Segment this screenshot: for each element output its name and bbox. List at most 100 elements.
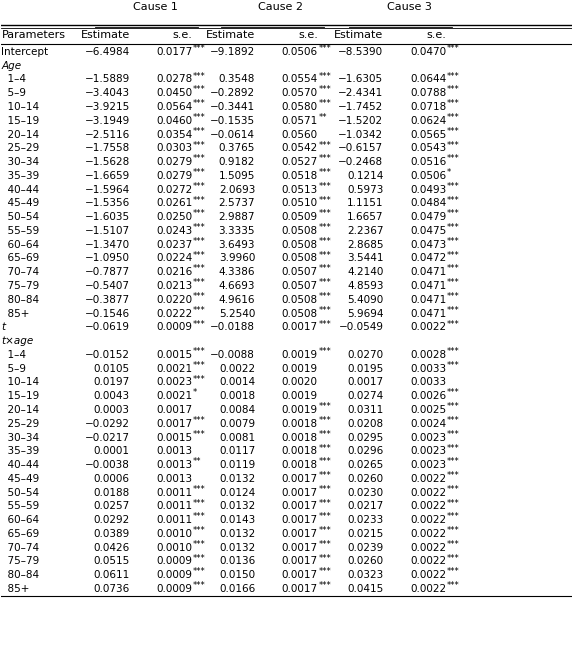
Text: ***: *** [447, 416, 460, 425]
Text: ***: *** [193, 416, 206, 425]
Text: 0.0009: 0.0009 [156, 322, 193, 332]
Text: 0.0166: 0.0166 [219, 584, 255, 594]
Text: ***: *** [193, 567, 206, 577]
Text: 0.0124: 0.0124 [219, 488, 255, 498]
Text: 1–4: 1–4 [1, 350, 26, 360]
Text: 80–84: 80–84 [1, 570, 40, 580]
Text: 0.0105: 0.0105 [93, 364, 129, 374]
Text: 0.0471: 0.0471 [410, 295, 446, 305]
Text: 0.0243: 0.0243 [156, 226, 193, 236]
Text: ***: *** [193, 250, 206, 260]
Text: 0.0017: 0.0017 [282, 488, 318, 498]
Text: 45–49: 45–49 [1, 474, 40, 484]
Text: 0.0239: 0.0239 [347, 543, 383, 553]
Text: 0.0484: 0.0484 [410, 198, 446, 208]
Text: 2.5737: 2.5737 [219, 198, 255, 208]
Text: 0.0475: 0.0475 [410, 226, 446, 236]
Text: 40–44: 40–44 [1, 184, 40, 194]
Text: ***: *** [447, 85, 460, 95]
Text: 70–74: 70–74 [1, 267, 40, 277]
Text: −0.1546: −0.1546 [85, 308, 129, 318]
Text: 20–14: 20–14 [1, 405, 40, 415]
Text: 0.0022: 0.0022 [410, 488, 446, 498]
Text: 5.9694: 5.9694 [347, 308, 383, 318]
Text: 0.0195: 0.0195 [347, 364, 383, 374]
Text: ***: *** [319, 182, 331, 191]
Text: 10–14: 10–14 [1, 102, 40, 112]
Text: 0.0736: 0.0736 [93, 584, 129, 594]
Text: ***: *** [447, 72, 460, 81]
Text: 0.0081: 0.0081 [219, 432, 255, 442]
Text: ***: *** [193, 485, 206, 494]
Text: ***: *** [193, 223, 206, 232]
Text: 20–14: 20–14 [1, 130, 40, 140]
Text: ***: *** [193, 182, 206, 191]
Text: 0.9182: 0.9182 [219, 157, 255, 167]
Text: 75–79: 75–79 [1, 281, 40, 291]
Text: ***: *** [193, 168, 206, 177]
Text: 0.0017: 0.0017 [282, 501, 318, 511]
Text: ***: *** [447, 581, 460, 590]
Text: 0.0506: 0.0506 [282, 47, 318, 57]
Text: −1.5964: −1.5964 [84, 184, 129, 194]
Text: ***: *** [447, 264, 460, 274]
Text: −1.6035: −1.6035 [85, 212, 129, 222]
Text: ***: *** [447, 567, 460, 577]
Text: Parameters: Parameters [1, 31, 65, 41]
Text: 0.0043: 0.0043 [93, 391, 129, 401]
Text: ***: *** [193, 278, 206, 287]
Text: 0.0017: 0.0017 [156, 405, 193, 415]
Text: 0.0013: 0.0013 [156, 446, 193, 456]
Text: ***: *** [447, 320, 460, 328]
Text: 0.0217: 0.0217 [347, 501, 383, 511]
Text: 0.0213: 0.0213 [156, 281, 193, 291]
Text: 0.0021: 0.0021 [156, 391, 193, 401]
Text: 0.0006: 0.0006 [94, 474, 129, 484]
Text: ***: *** [447, 306, 460, 315]
Text: 0.0311: 0.0311 [347, 405, 383, 415]
Text: ***: *** [319, 264, 331, 274]
Text: 0.0472: 0.0472 [410, 254, 446, 264]
Text: −1.7558: −1.7558 [84, 143, 129, 153]
Text: −0.0614: −0.0614 [210, 130, 255, 140]
Text: **: ** [319, 113, 327, 122]
Text: 0.5973: 0.5973 [347, 184, 383, 194]
Text: ***: *** [447, 278, 460, 287]
Text: 0.0279: 0.0279 [156, 171, 193, 181]
Text: 0.0220: 0.0220 [156, 295, 193, 305]
Text: 0.0473: 0.0473 [410, 240, 446, 250]
Text: 0.0014: 0.0014 [219, 378, 255, 388]
Text: 0.0278: 0.0278 [156, 75, 193, 85]
Text: 0.0292: 0.0292 [93, 515, 129, 525]
Text: 0.0718: 0.0718 [410, 102, 446, 112]
Text: 0.0415: 0.0415 [347, 584, 383, 594]
Text: Age: Age [1, 61, 22, 71]
Text: ***: *** [319, 306, 331, 315]
Text: 0.0150: 0.0150 [219, 570, 255, 580]
Text: ***: *** [319, 444, 331, 452]
Text: 0.0554: 0.0554 [281, 75, 318, 85]
Text: ***: *** [193, 581, 206, 590]
Text: ***: *** [447, 347, 460, 356]
Text: 0.0270: 0.0270 [347, 350, 383, 360]
Text: ***: *** [319, 278, 331, 287]
Text: −0.0152: −0.0152 [85, 350, 129, 360]
Text: 0.0274: 0.0274 [347, 391, 383, 401]
Text: ***: *** [447, 553, 460, 563]
Text: *: * [193, 388, 197, 398]
Text: 0.0019: 0.0019 [282, 350, 318, 360]
Text: 0.0479: 0.0479 [410, 212, 446, 222]
Text: ***: *** [193, 264, 206, 274]
Text: 0.0017: 0.0017 [282, 543, 318, 553]
Text: −0.0217: −0.0217 [85, 432, 129, 442]
Text: s.e.: s.e. [298, 31, 318, 41]
Text: 1.6657: 1.6657 [347, 212, 383, 222]
Text: 0.0518: 0.0518 [281, 171, 318, 181]
Text: 0.0257: 0.0257 [93, 501, 129, 511]
Text: −6.4984: −6.4984 [84, 47, 129, 57]
Text: 0.0019: 0.0019 [282, 405, 318, 415]
Text: ***: *** [193, 141, 206, 150]
Text: 65–69: 65–69 [1, 254, 40, 264]
Text: 5–9: 5–9 [1, 88, 26, 98]
Text: ***: *** [319, 471, 331, 480]
